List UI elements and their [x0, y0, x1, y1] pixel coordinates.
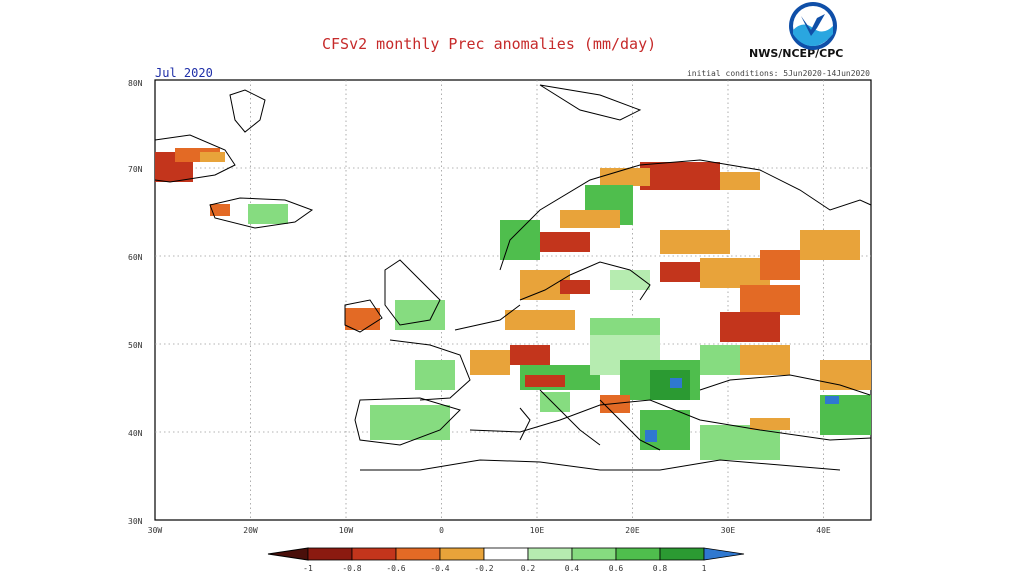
legend-label: 0.6 [609, 564, 624, 573]
legend-swatch [483, 547, 529, 561]
lon-label: 10W [339, 526, 354, 535]
legend-label: -0.4 [430, 564, 449, 573]
coastlines [154, 84, 872, 471]
lon-axis-labels: 30W 20W 10W 0 10E 20E 30E 40E [148, 526, 831, 535]
legend-swatch [703, 547, 745, 561]
lon-label: 30W [148, 526, 163, 535]
lat-label: 80N [128, 79, 143, 88]
lat-label: 40N [128, 429, 143, 438]
lon-label: 0 [439, 526, 444, 535]
legend-label: -0.6 [386, 564, 405, 573]
forecast-period: Jul 2020 [155, 66, 213, 80]
lon-label: 20E [625, 526, 640, 535]
lon-label: 20W [243, 526, 258, 535]
graticule [155, 80, 871, 520]
legend-label: 1 [702, 564, 707, 573]
legend-swatch [351, 547, 397, 561]
legend-arrow-low [267, 547, 309, 561]
lon-label: 10E [530, 526, 545, 535]
legend-swatch [307, 547, 353, 561]
lon-label: 40E [816, 526, 831, 535]
lat-label: 60N [128, 253, 143, 262]
legend-swatch [439, 547, 485, 561]
lat-label: 50N [128, 341, 143, 350]
lat-label: 70N [128, 165, 143, 174]
legend-label: 0.4 [565, 564, 580, 573]
legend-label: -0.8 [342, 564, 361, 573]
lon-label: 30E [721, 526, 736, 535]
legend-swatch [395, 547, 441, 561]
anomaly-shading [155, 148, 871, 460]
lat-label: 30N [128, 517, 143, 526]
legend-label: 0.2 [521, 564, 536, 573]
color-legend: -1 -0.8 -0.6 -0.4 -0.2 0.2 0.4 0.6 0.8 1 [267, 547, 745, 573]
legend-swatch [527, 547, 573, 561]
initial-conditions: initial conditions: 5Jun2020-14Jun2020 [686, 69, 870, 78]
legend-label: -1 [303, 564, 313, 573]
legend-swatch [615, 547, 661, 561]
legend-swatch [571, 547, 617, 561]
agency-label: NWS/NCEP/CPC [749, 47, 844, 60]
noaa-logo-icon [789, 2, 837, 50]
map-title: CFSv2 monthly Prec anomalies (mm/day) [322, 35, 657, 53]
legend-swatch [659, 547, 705, 561]
legend-label: 0.8 [653, 564, 668, 573]
lat-axis-labels: 80N 70N 60N 50N 40N 30N [128, 79, 143, 526]
legend-label: -0.2 [474, 564, 493, 573]
